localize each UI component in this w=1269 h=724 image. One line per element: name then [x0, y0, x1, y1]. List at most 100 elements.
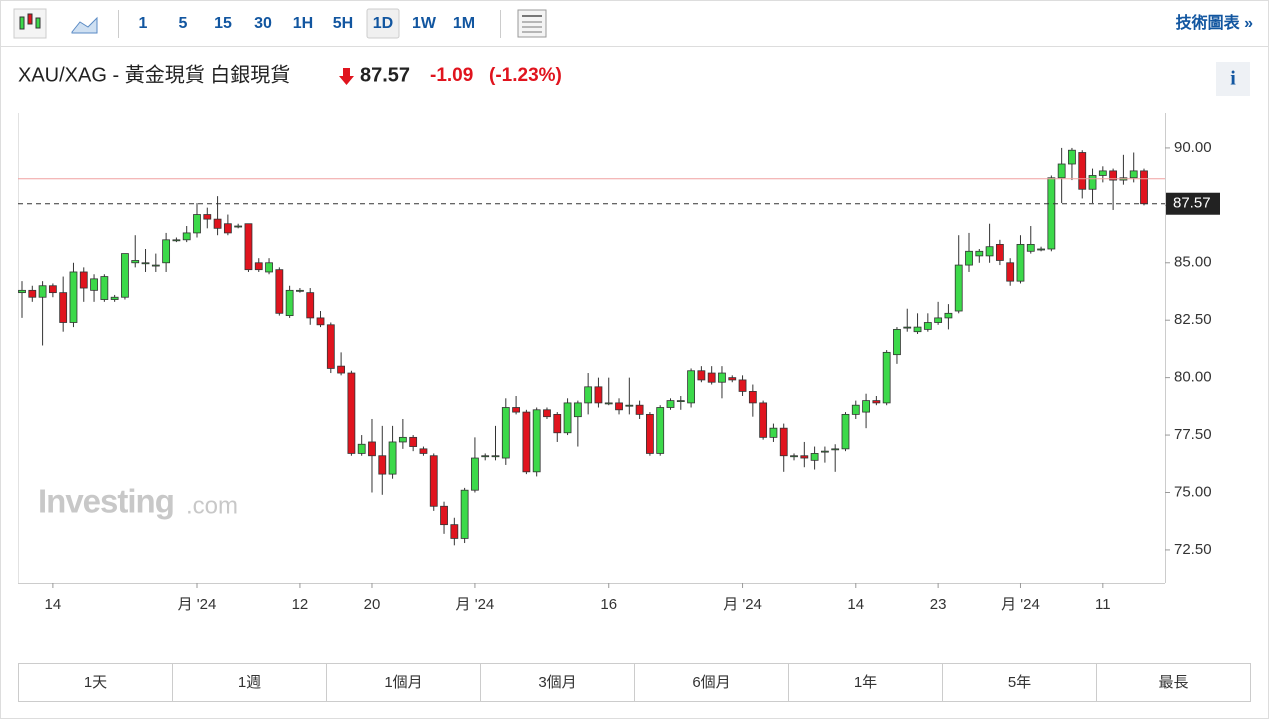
candle-body — [131, 260, 140, 264]
x-tick-label: 月 '24 — [178, 596, 217, 613]
candle-body — [522, 411, 531, 473]
candle-body — [90, 278, 98, 291]
x-tick-label: 12 — [292, 596, 309, 613]
candle-body — [100, 276, 109, 300]
candle-body — [471, 457, 479, 491]
range-button[interactable]: 5年 — [1008, 674, 1031, 691]
candle-body — [1078, 152, 1087, 190]
candle-body — [357, 443, 366, 454]
candle-body — [594, 386, 603, 404]
interval-button[interactable]: 30 — [254, 15, 272, 32]
interval-button[interactable]: 1 — [139, 15, 148, 32]
active-interval-bg[interactable] — [366, 8, 400, 39]
candle-body — [934, 317, 943, 323]
interval-button[interactable]: 15 — [214, 15, 232, 32]
x-tick-label: 月 '24 — [723, 596, 762, 613]
candle-body — [1098, 170, 1107, 176]
candle-body — [296, 289, 304, 292]
icon-frame[interactable] — [517, 9, 547, 38]
y-tick-label: 85.00 — [1174, 254, 1212, 271]
candle-body — [532, 409, 541, 473]
candle-body — [306, 292, 315, 319]
candle-body — [697, 370, 706, 381]
info-button[interactable]: i — [1216, 62, 1250, 96]
instrument-name: XAU/XAG - 黃金現貨 白銀現貨 — [18, 63, 290, 86]
range-button[interactable]: 1年 — [854, 674, 877, 691]
candle-body — [254, 262, 263, 271]
candle-body — [687, 370, 695, 404]
y-tick-label: 72.50 — [1174, 541, 1212, 558]
candle-body — [615, 402, 623, 411]
candle-body — [378, 455, 387, 475]
candle-body — [800, 455, 809, 459]
candle-body — [975, 250, 984, 257]
down-arrow — [339, 68, 354, 85]
range-button[interactable]: 最長 — [1158, 674, 1188, 691]
candle-body — [223, 223, 232, 234]
candle-body — [893, 328, 901, 356]
tech-chart-link[interactable]: 技術圖表 » — [1176, 13, 1253, 32]
candle-body — [450, 524, 459, 539]
candle-body — [491, 455, 500, 458]
candle-body — [388, 441, 397, 475]
candle-body — [1047, 177, 1056, 250]
candle-body — [1088, 175, 1097, 190]
range-button[interactable]: 3個月 — [538, 674, 576, 691]
candle-body — [193, 214, 201, 234]
candle-body — [481, 455, 490, 458]
price-change: -1.09 — [430, 65, 473, 86]
y-tick-label: 75.00 — [1174, 483, 1212, 500]
last-price-label: 87.57 — [1173, 195, 1211, 212]
layout-icon[interactable] — [517, 9, 547, 38]
candle-body — [501, 407, 510, 459]
range-button[interactable]: 6個月 — [692, 674, 730, 691]
interval-button[interactable]: 1W — [412, 15, 437, 32]
candle-body — [841, 413, 850, 450]
candle-body — [676, 400, 685, 403]
candle-body — [965, 250, 973, 266]
candle-body — [48, 285, 57, 294]
candle-body — [440, 505, 448, 526]
range-button[interactable]: 1天 — [84, 674, 107, 691]
candle-body — [923, 322, 932, 330]
info-bg[interactable] — [1216, 62, 1250, 96]
candle-body — [851, 404, 860, 415]
candle-body — [213, 218, 222, 229]
candle-body — [553, 413, 562, 434]
info-icon[interactable]: i — [1230, 68, 1236, 90]
candle-body — [59, 292, 68, 323]
candle-body — [779, 427, 788, 457]
candle-body — [656, 407, 665, 454]
candle-body — [121, 253, 129, 298]
y-tick-label: 82.50 — [1174, 311, 1212, 328]
candle-body — [666, 400, 675, 408]
range-button[interactable]: 1週 — [238, 674, 261, 691]
interval-button[interactable]: 1M — [453, 15, 475, 32]
candle-body — [1057, 163, 1066, 179]
candle-body — [759, 402, 768, 438]
interval-button[interactable]: 1D — [373, 15, 393, 32]
candle-body — [275, 269, 284, 314]
icon-part — [35, 17, 41, 29]
range-button[interactable]: 1個月 — [384, 674, 422, 691]
candle-body — [419, 448, 428, 454]
interval-button[interactable]: 5 — [179, 15, 188, 32]
price-change-pct: (-1.23%) — [489, 65, 562, 86]
candle-icon[interactable] — [13, 8, 47, 39]
candle-body — [234, 225, 243, 228]
interval-button[interactable]: 1H — [293, 15, 313, 32]
candle-body — [18, 289, 26, 294]
y-tick-label: 80.00 — [1174, 369, 1212, 386]
candle-body — [1109, 170, 1118, 181]
candle-body — [985, 246, 994, 257]
candle-body — [625, 404, 634, 407]
y-tick-label: 90.00 — [1174, 139, 1212, 156]
candle-body — [820, 450, 829, 453]
interval-button[interactable]: 5H — [333, 15, 353, 32]
candle-body — [141, 262, 150, 265]
candle-body — [748, 391, 757, 404]
line-icon[interactable] — [71, 16, 98, 34]
candle-body — [162, 239, 171, 264]
